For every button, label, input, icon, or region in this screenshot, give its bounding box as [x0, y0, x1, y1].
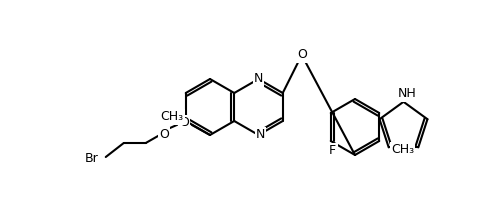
Text: O: O: [297, 48, 306, 61]
Text: N: N: [256, 129, 265, 141]
Text: O: O: [179, 117, 189, 129]
Text: N: N: [254, 73, 263, 85]
Text: Br: Br: [85, 153, 98, 165]
Text: CH₃: CH₃: [160, 111, 184, 123]
Text: O: O: [159, 129, 168, 141]
Text: CH₃: CH₃: [391, 143, 414, 156]
Text: NH: NH: [398, 87, 417, 100]
Text: F: F: [329, 145, 336, 157]
